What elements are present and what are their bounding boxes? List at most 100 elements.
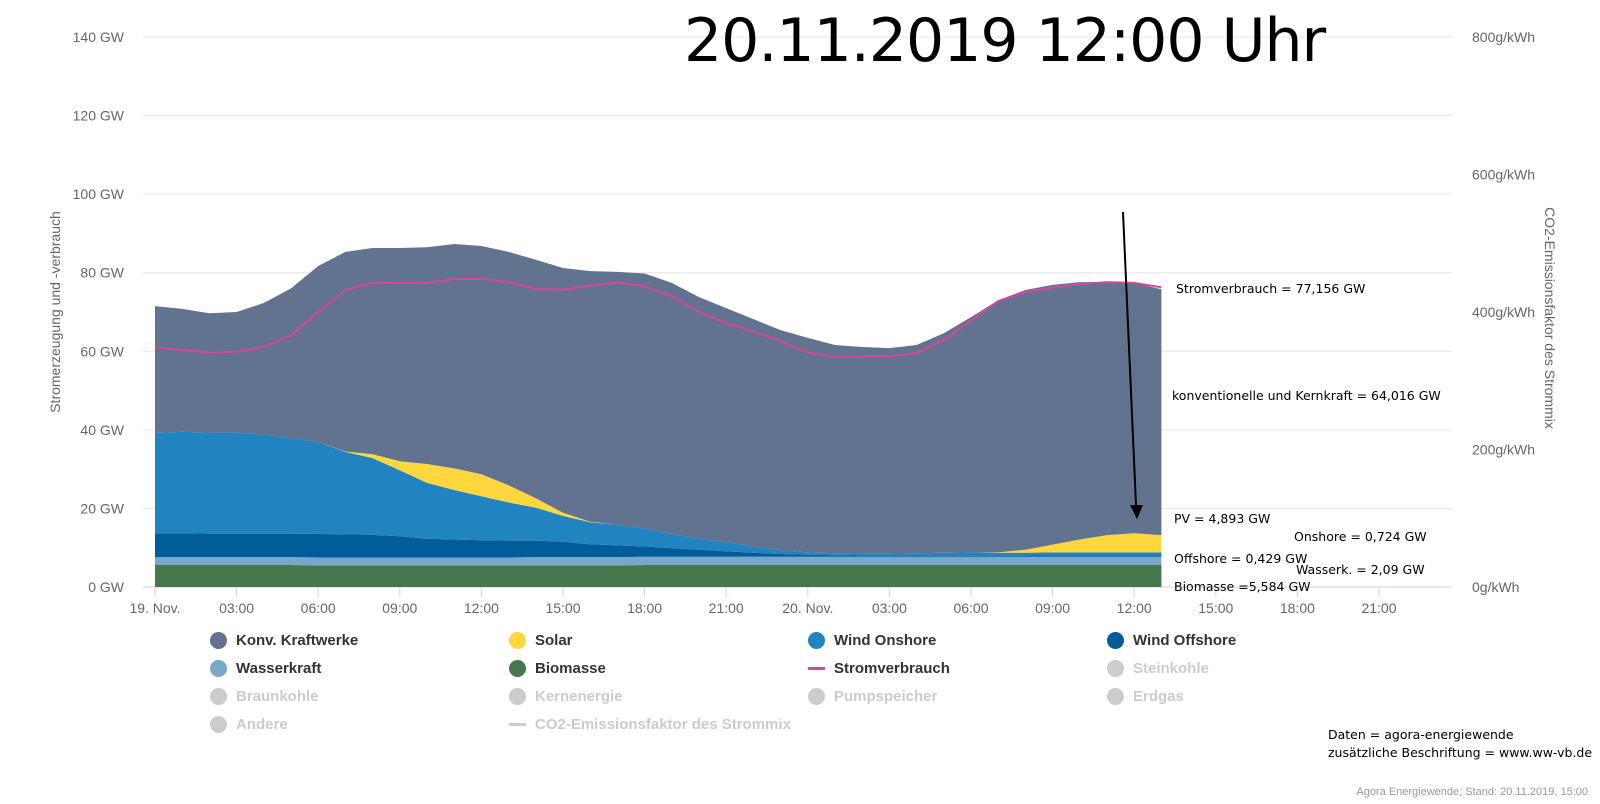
annotation-pv: PV = 4,893 GW	[1174, 511, 1271, 526]
y2-tick-label: 0g/kWh	[1472, 579, 1519, 595]
legend-label: CO2-Emissionsfaktor des Strommix	[535, 716, 791, 733]
y-tick-label: 0 GW	[88, 579, 125, 595]
x-tick-label: 15:00	[1198, 600, 1233, 616]
y-axis-right: 0g/kWh 200g/kWh 400g/kWh 600g/kWh 800g/kWh	[1472, 29, 1535, 595]
y2-tick-label: 600g/kWh	[1472, 167, 1535, 183]
legend-dot-icon	[1107, 632, 1124, 649]
x-tick-label: 03:00	[872, 600, 907, 616]
y-tick-label: 80 GW	[80, 265, 124, 281]
y-axis-title: Stromerzeugung und -verbrauch	[47, 211, 63, 413]
legend-item-co2-emissionsfaktor-des-strommix[interactable]: CO2-Emissionsfaktor des Strommix	[509, 716, 791, 733]
legend-item-biomasse[interactable]: Biomasse	[509, 660, 606, 677]
legend-dot-icon	[210, 660, 227, 677]
legend-label: Steinkohle	[1133, 660, 1209, 677]
legend-label: Solar	[535, 632, 573, 649]
y2-tick-label: 800g/kWh	[1472, 29, 1535, 45]
legend-label: Kernenergie	[535, 688, 623, 705]
legend-label: Andere	[236, 716, 288, 733]
area-biomasse	[155, 565, 1162, 587]
y2-tick-label: 200g/kWh	[1472, 442, 1535, 458]
y-tick-label: 60 GW	[80, 343, 124, 359]
line-stromverbrauch	[154, 278, 1162, 358]
legend-label: Biomasse	[535, 660, 606, 677]
legend-line-icon	[808, 667, 825, 670]
x-tick-label: 20. Nov.	[782, 600, 833, 616]
legend-label: Wind Offshore	[1133, 632, 1237, 649]
credits-line-1: Daten = agora-energiewende	[1328, 727, 1514, 742]
page-title: 20.11.2019 12:00 Uhr	[684, 6, 1326, 76]
x-tick-label: 21:00	[709, 600, 744, 616]
legend-dot-icon	[210, 632, 227, 649]
legend-dot-icon	[509, 632, 526, 649]
legend-item-wasserkraft[interactable]: Wasserkraft	[210, 660, 321, 677]
legend-item-erdgas[interactable]: Erdgas	[1107, 688, 1184, 705]
credits-line-2: zusätzliche Beschriftung = www.ww-vb.de	[1328, 745, 1593, 760]
y-tick-label: 120 GW	[73, 108, 125, 124]
arrow-head-icon	[1130, 505, 1143, 519]
y-tick-label: 100 GW	[73, 186, 125, 202]
legend-item-pumpspeicher[interactable]: Pumpspeicher	[808, 688, 937, 705]
legend-line-icon	[509, 723, 526, 726]
legend-dot-icon	[210, 688, 227, 705]
legend-item-kernenergie[interactable]: Kernenergie	[509, 688, 623, 705]
legend-item-konv-kraftwerke[interactable]: Konv. Kraftwerke	[210, 632, 358, 649]
stacked-areas	[155, 244, 1162, 587]
legend-label: Konv. Kraftwerke	[236, 632, 359, 649]
x-tick-label: 09:00	[382, 600, 417, 616]
legend-dot-icon	[509, 688, 526, 705]
load-line-group	[154, 278, 1162, 358]
area-konv	[155, 244, 1162, 554]
x-tick-label: 06:00	[953, 600, 988, 616]
x-tick-label: 03:00	[219, 600, 254, 616]
annotation-biomasse: Biomasse =5,584 GW	[1174, 579, 1311, 594]
x-tick-label: 18:00	[1280, 600, 1315, 616]
y-tick-label: 40 GW	[80, 422, 124, 438]
y2-tick-label: 400g/kWh	[1472, 304, 1535, 320]
x-tick-label: 12:00	[464, 600, 499, 616]
y-tick-label: 20 GW	[80, 500, 124, 516]
legend-item-wind-onshore[interactable]: Wind Onshore	[808, 632, 936, 649]
legend-item-andere[interactable]: Andere	[210, 716, 288, 733]
credits: Daten = agora-energiewende zusätzliche B…	[1328, 726, 1592, 762]
legend-dot-icon	[509, 660, 526, 677]
legend-dot-icon	[1107, 688, 1124, 705]
legend-dot-icon	[808, 632, 825, 649]
area-wasser	[155, 556, 1162, 566]
source-credit: Agora Energiewende; Stand: 20.11.2019, 1…	[1356, 786, 1588, 798]
x-tick-label: 06:00	[301, 600, 336, 616]
x-tick-label: 19. Nov.	[129, 600, 180, 616]
x-tick-label: 12:00	[1117, 600, 1152, 616]
annotation-wasser: Wasserk. = 2,09 GW	[1296, 562, 1425, 577]
area-onshore	[155, 431, 1162, 556]
legend-dot-icon	[1107, 660, 1124, 677]
x-axis: 19. Nov. 03:00 06:00 09:00 12:00 15:00 18:00 21…	[129, 587, 1397, 616]
legend-label: Wind Onshore	[834, 632, 937, 649]
legend-item-solar[interactable]: Solar	[509, 632, 573, 649]
legend-label: Pumpspeicher	[834, 688, 938, 705]
annotation-offshore: Offshore = 0,429 GW	[1174, 551, 1308, 566]
annotation-onshore: Onshore = 0,724 GW	[1294, 529, 1427, 544]
legend-item-wind-offshore[interactable]: Wind Offshore	[1107, 632, 1236, 649]
legend-label: Erdgas	[1133, 688, 1184, 705]
legend-label: Stromverbrauch	[834, 660, 950, 677]
legend-item-steinkohle[interactable]: Steinkohle	[1107, 660, 1209, 677]
area-offshore	[155, 533, 1162, 558]
area-solar	[155, 431, 1162, 554]
x-tick-label: 21:00	[1361, 600, 1396, 616]
legend-item-stromverbrauch[interactable]: Stromverbrauch	[808, 660, 950, 677]
x-tick-label: 18:00	[627, 600, 662, 616]
y2-axis-title: CO2-Emissionsfaktor des Strommix	[1542, 207, 1558, 429]
y-tick-label: 140 GW	[73, 29, 125, 45]
y-axis-left: 0 GW 20 GW 40 GW 60 GW 80 GW 100 GW 120 GW 140 …	[73, 29, 125, 595]
annotation-konventionell: konventionelle und Kernkraft = 64,016 GW	[1172, 388, 1441, 403]
x-tick-label: 09:00	[1035, 600, 1070, 616]
annotation-arrow	[1122, 211, 1137, 506]
legend-label: Braunkohle	[236, 688, 319, 705]
legend-dot-icon	[210, 716, 227, 733]
legend-label: Wasserkraft	[236, 660, 322, 677]
legend-item-braunkohle[interactable]: Braunkohle	[210, 688, 319, 705]
annotation-stromverbrauch: Stromverbrauch = 77,156 GW	[1176, 281, 1366, 296]
legend-dot-icon	[808, 688, 825, 705]
x-tick-label: 15:00	[545, 600, 580, 616]
